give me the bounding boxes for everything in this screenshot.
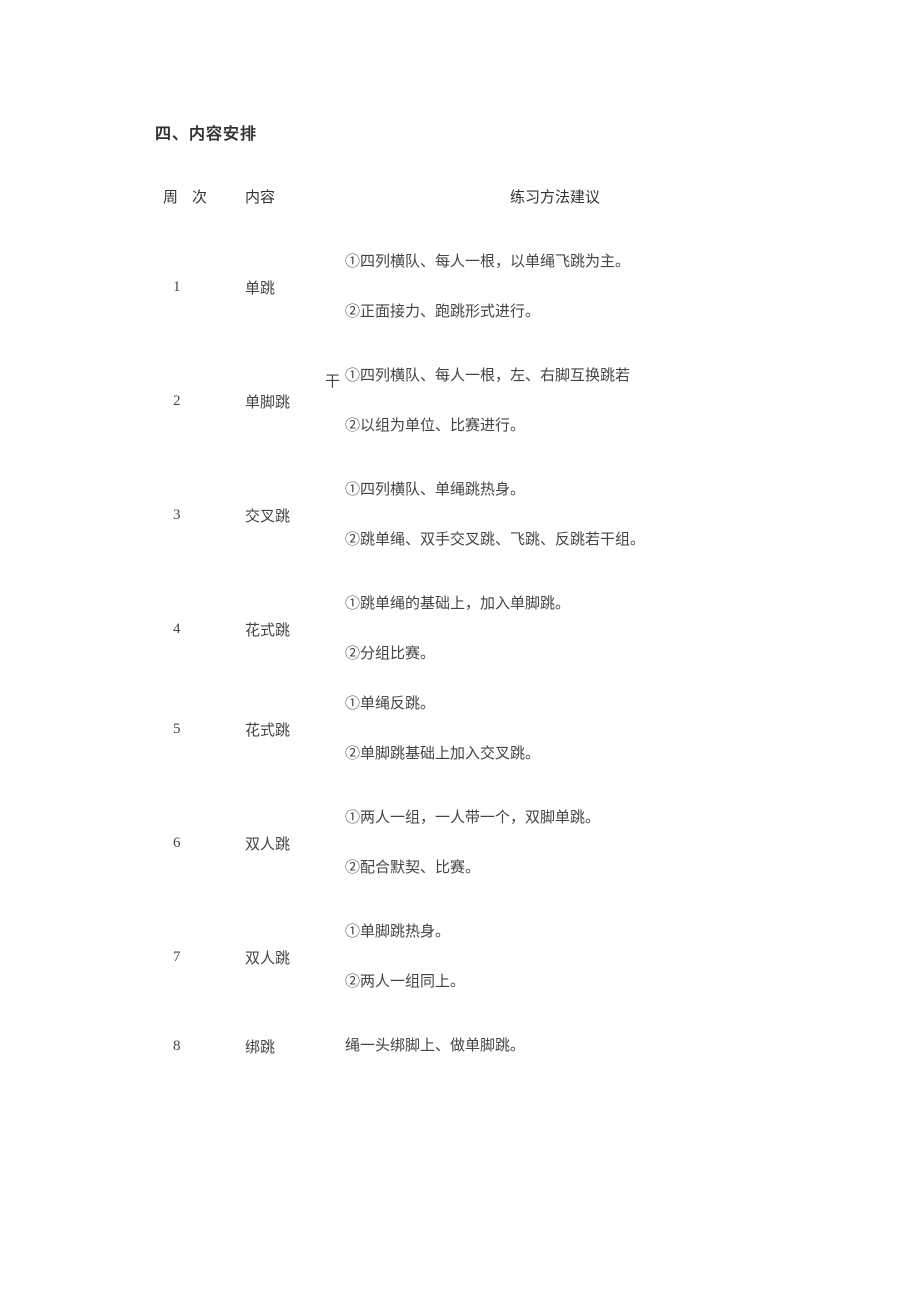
content-cell: 双人跳 [245, 793, 345, 893]
content-cell: 花式跳 [245, 579, 345, 679]
overflow-char: 干 [325, 367, 340, 397]
week-cell: 8 [155, 1021, 245, 1071]
week-cell: 3 [155, 465, 245, 565]
table-row: 1 单跳 ①四列横队、每人一根，以单绳飞跳为主。 [155, 237, 765, 287]
method-cell: 绳一头绑脚上、做单脚跳。 [345, 1021, 765, 1071]
method-cell: ①四列横队、每人一根，左、右脚互换跳若 干 [345, 351, 765, 401]
table-row: 8 绑跳 绳一头绑脚上、做单脚跳。 [155, 1021, 765, 1071]
column-header-content: 内容 [245, 186, 345, 237]
table-row: 7 双人跳 ①单脚跳热身。 [155, 907, 765, 957]
content-cell: 单脚跳 [245, 351, 345, 451]
week-cell: 1 [155, 237, 245, 337]
method-cell: ①四列横队、单绳跳热身。 [345, 465, 765, 515]
content-cell: 交叉跳 [245, 465, 345, 565]
method-text: ①四列横队、每人一根，左、右脚互换跳若 [345, 368, 630, 384]
method-cell: ②以组为单位、比赛进行。 [345, 401, 765, 451]
table-header-row: 周次 内容 练习方法建议 [155, 186, 765, 237]
table-row: 5 花式跳 ①单绳反跳。 [155, 679, 765, 729]
column-header-method: 练习方法建议 [345, 186, 765, 237]
method-cell: ①跳单绳的基础上，加入单脚跳。 [345, 579, 765, 629]
week-cell: 4 [155, 579, 245, 679]
section-heading: 四、内容安排 [155, 120, 765, 144]
method-cell: ①两人一组，一人带一个，双脚单跳。 [345, 793, 765, 843]
content-cell: 花式跳 [245, 679, 345, 779]
week-cell: 7 [155, 907, 245, 1007]
method-cell: ②两人一组同上。 [345, 957, 765, 1007]
week-cell: 2 [155, 351, 245, 451]
method-cell: ②正面接力、跑跳形式进行。 [345, 287, 765, 337]
method-cell: ②分组比赛。 [345, 629, 765, 679]
content-cell: 双人跳 [245, 907, 345, 1007]
column-header-week: 周次 [155, 186, 245, 237]
week-cell: 6 [155, 793, 245, 893]
content-cell: 绑跳 [245, 1021, 345, 1071]
method-cell: ①四列横队、每人一根，以单绳飞跳为主。 [345, 237, 765, 287]
method-cell: ①单脚跳热身。 [345, 907, 765, 957]
method-cell: ②单脚跳基础上加入交叉跳。 [345, 729, 765, 779]
content-cell: 单跳 [245, 237, 345, 337]
method-cell: ②配合默契、比赛。 [345, 843, 765, 893]
method-cell: ②跳单绳、双手交叉跳、飞跳、反跳若干组。 [345, 515, 765, 565]
method-cell: ①单绳反跳。 [345, 679, 765, 729]
table-row: 3 交叉跳 ①四列横队、单绳跳热身。 [155, 465, 765, 515]
table-row: 6 双人跳 ①两人一组，一人带一个，双脚单跳。 [155, 793, 765, 843]
table-row: 2 单脚跳 ①四列横队、每人一根，左、右脚互换跳若 干 [155, 351, 765, 401]
table-row: 4 花式跳 ①跳单绳的基础上，加入单脚跳。 [155, 579, 765, 629]
week-cell: 5 [155, 679, 245, 779]
schedule-table: 周次 内容 练习方法建议 1 单跳 ①四列横队、每人一根，以单绳飞跳为主。 ②正… [155, 186, 765, 1071]
